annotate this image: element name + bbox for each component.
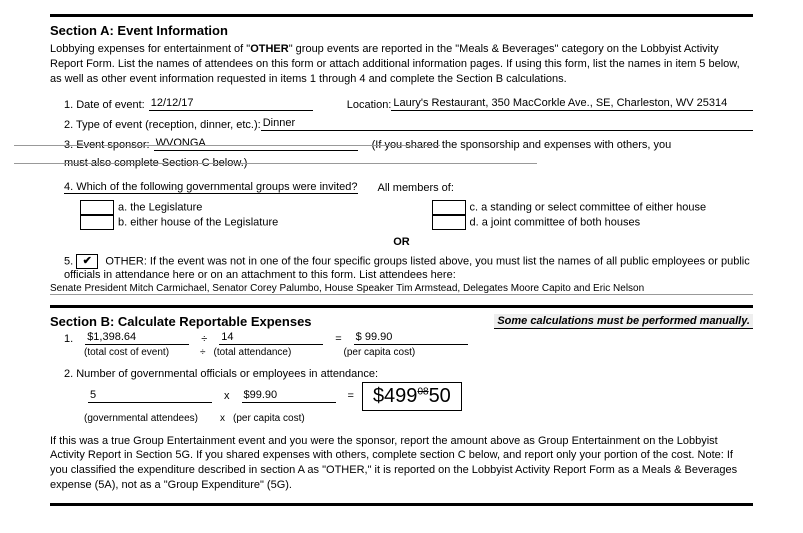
checkbox-b[interactable]	[80, 215, 114, 230]
b2-lab-x: x	[220, 413, 225, 424]
item5-num: 5.	[64, 255, 73, 267]
per-capita-field[interactable]: $ 99.90	[354, 331, 468, 345]
rule-bottom	[50, 503, 753, 506]
col-right: c. a standing or select committee of eit…	[432, 200, 754, 230]
item-3-row: 3. Event sponsor: WVONGA (If you shared …	[64, 137, 753, 151]
b1-labels: (total cost of event) ÷ (total attendanc…	[64, 347, 753, 358]
b1-calc: 1. $1,398.64 ÷ 14 = $ 99.90	[64, 331, 753, 345]
col-left: a. the Legislature b. either house of th…	[80, 200, 402, 230]
b2-eq: =	[348, 390, 354, 402]
section-b-header: Section B: Calculate Reportable Expenses…	[50, 314, 753, 329]
item2-label: 2. Type of event (reception, dinner, etc…	[64, 119, 261, 131]
b2-labels: (governmental attendees) x (per capita c…	[64, 413, 753, 424]
b1-lab-total: (total cost of event)	[84, 347, 192, 358]
item-1-row: 1. Date of event: 12/12/17 Location: Lau…	[64, 97, 753, 111]
checkbox-a[interactable]	[80, 200, 114, 215]
per-capita-field-2[interactable]: $99.90	[242, 389, 336, 403]
b2-x: x	[224, 390, 230, 402]
item-4-head: 4. Which of the following governmental g…	[64, 181, 753, 194]
checkbox-c[interactable]	[432, 200, 466, 215]
date-field[interactable]: 12/12/17	[149, 97, 313, 111]
opt-c: c. a standing or select committee of eit…	[432, 200, 754, 215]
item3-label: 3. Event sponsor:	[64, 139, 150, 151]
location-field[interactable]: Laury's Restaurant, 350 MacCorkle Ave., …	[391, 97, 753, 111]
intro-pre: Lobbying expenses for entertainment of "	[50, 43, 250, 55]
item4-label: 4. Which of the following governmental g…	[64, 181, 358, 194]
b1-num: 1.	[64, 333, 73, 345]
checkbox-d[interactable]	[432, 215, 466, 230]
opt-d: d. a joint committee of both houses	[432, 215, 754, 230]
form-page: Section A: Event Information Lobbying ex…	[0, 0, 803, 530]
result-box: $4990850	[362, 382, 462, 411]
item-4-options: a. the Legislature b. either house of th…	[80, 200, 753, 230]
result-sup: 08	[417, 386, 428, 397]
gov-attendees-field[interactable]: 5	[88, 389, 212, 403]
section-b-footer: If this was a true Group Entertainment e…	[50, 434, 753, 493]
intro-bold: OTHER	[250, 43, 289, 55]
location-label: Location:	[347, 99, 392, 111]
total-attendance-field[interactable]: 14	[219, 331, 323, 345]
b1-div: ÷	[201, 333, 207, 345]
b2-label: 2. Number of governmental officials or e…	[64, 368, 753, 380]
section-b-title: Section B: Calculate Reportable Expenses	[50, 314, 312, 329]
result-pre: $499	[373, 385, 418, 407]
rule-top	[50, 14, 753, 17]
b2-lab-gov: (governmental attendees)	[84, 413, 212, 424]
item-5: 5. ✔ OTHER: If the event was not in one …	[64, 254, 753, 281]
b1-lab-att: (total attendance)	[214, 347, 314, 358]
manual-note: Some calculations must be performed manu…	[494, 314, 753, 329]
section-a-intro: Lobbying expenses for entertainment of "…	[50, 42, 753, 87]
item1-label: 1. Date of event:	[64, 99, 145, 111]
checkbox-other[interactable]: ✔	[76, 254, 98, 269]
attendees-list: Senate President Mitch Carmichael, Senat…	[50, 283, 753, 294]
opt-b: b. either house of the Legislature	[80, 215, 402, 230]
item-2-row: 2. Type of event (reception, dinner, etc…	[64, 117, 753, 131]
item3-cont-text: must also complete Section C below.)	[64, 157, 247, 169]
item5-text: OTHER: If the event was not in one of th…	[64, 255, 750, 281]
section-a-title: Section A: Event Information	[50, 23, 753, 38]
or-divider: OR	[50, 236, 753, 248]
total-cost-field[interactable]: $1,398.64	[85, 331, 189, 345]
opt-a: a. the Legislature	[80, 200, 402, 215]
b1-eq: =	[335, 333, 341, 345]
item4-all: All members of:	[378, 182, 454, 194]
rule-mid	[50, 305, 753, 308]
b2-lab-pc: (per capita cost)	[233, 413, 323, 424]
b1-lab-div: ÷	[200, 347, 206, 358]
sponsor-field[interactable]: WVONGA	[154, 137, 358, 151]
b2-calc: 5 x $99.90 = $4990850	[64, 382, 753, 411]
item-3-cont: must also complete Section C below.)	[64, 157, 753, 169]
b1-lab-pc: (per capita cost)	[344, 347, 454, 358]
attendee-underline	[50, 294, 753, 295]
result-post: 50	[429, 385, 451, 407]
type-field[interactable]: Dinner	[261, 117, 753, 131]
